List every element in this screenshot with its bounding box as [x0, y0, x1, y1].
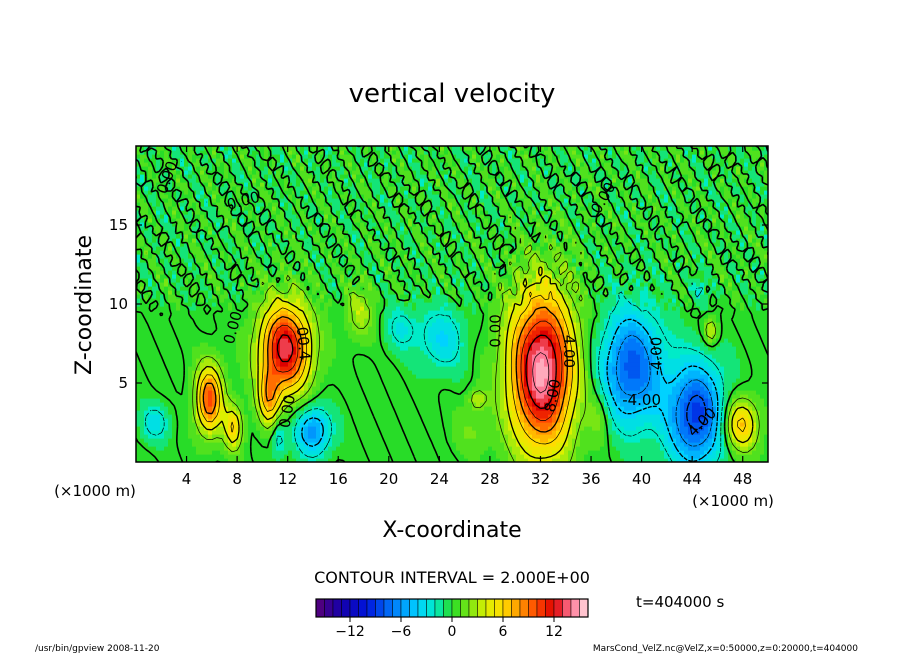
colorbar-swatch: [570, 598, 580, 618]
colorbar-tick-label: 12: [545, 624, 563, 640]
colorbar-swatch: [460, 598, 470, 618]
contour-label: -4.00: [622, 391, 661, 409]
colorbar-swatch: [332, 598, 342, 618]
contour-level-neg8: [686, 394, 707, 431]
colorbar-swatch: [494, 598, 504, 618]
contour-label: 0.00: [275, 393, 299, 429]
x-axis-ticks: 4 8 12 16 20 24 28 32 36 40 44 48: [182, 146, 752, 488]
x-unit-right-label: (×1000 m): [692, 492, 774, 510]
contour-level-neg6: [616, 334, 714, 447]
colorbar-swatch: [528, 598, 538, 618]
colorbar-swatch: [468, 598, 478, 618]
contour-level-4: [196, 266, 754, 459]
contour-level-10: [271, 320, 563, 421]
colorbar-swatch: [553, 598, 563, 618]
contour-level-6: [199, 291, 746, 445]
z-tick-label: 5: [118, 374, 128, 392]
colorbar-swatch: [366, 598, 376, 618]
colorbar-swatch: [511, 598, 521, 618]
colorbar-tick-label: −12: [335, 624, 365, 640]
x-tick-label: 4: [182, 470, 192, 488]
contour-level-2: [145, 146, 760, 462]
x-tick-label: 40: [632, 470, 651, 488]
colorbar-swatch: [400, 598, 410, 618]
chart-title: vertical velocity: [349, 79, 556, 109]
colorbar-swatch: [434, 598, 444, 618]
x-tick-label: 28: [480, 470, 499, 488]
contour-level-neg4: [301, 318, 719, 462]
colorbar-swatch: [545, 598, 555, 618]
z-axis-ticks: 5 10 15: [109, 216, 768, 392]
colorbar-swatch: [417, 598, 427, 618]
x-tick-label: 48: [733, 470, 752, 488]
contour-label: 00.4: [293, 326, 314, 361]
x-tick-label: 32: [531, 470, 550, 488]
colorbar-swatch: [324, 598, 334, 618]
colorbar-tick-label: 6: [499, 624, 508, 640]
footer-right: MarsCond_VelZ.nc@VelZ,x=0:50000,z=0:2000…: [593, 644, 858, 654]
colorbar-swatch: [375, 598, 385, 618]
z-axis-label: Z-coordinate: [72, 235, 97, 375]
colorbar-swatch: [426, 598, 436, 618]
contour-level-neg2: [144, 160, 724, 462]
colorbar-swatch: [383, 598, 393, 618]
colorbar-swatch: [502, 598, 512, 618]
colorbar-swatch: [392, 598, 402, 618]
x-tick-label: 8: [232, 470, 242, 488]
x-tick-label: 16: [329, 470, 348, 488]
z-tick-label: 10: [109, 295, 128, 313]
colorbar-swatch: [477, 598, 487, 618]
contour-label: 4.00: [560, 335, 578, 368]
x-axis-label: X-coordinate: [382, 518, 521, 543]
colorbar-swatch: [519, 598, 529, 618]
colorbar-swatch: [536, 598, 546, 618]
colorbar-tick-label: 0: [448, 624, 457, 640]
colorbar-swatch: [485, 598, 495, 618]
z-tick-label: 15: [109, 216, 128, 234]
time-text: t=404000 s: [636, 593, 724, 611]
colorbar-swatch: [341, 598, 351, 618]
x-tick-label: 12: [278, 470, 297, 488]
colorbar: [315, 598, 589, 618]
colorbar-swatch: [409, 598, 419, 618]
colorbar-swatch: [451, 598, 461, 618]
x-unit-left-label: (×1000 m): [54, 482, 136, 500]
x-tick-label: 44: [683, 470, 702, 488]
contour-label: -4.00: [647, 337, 665, 376]
contour-interval-text: CONTOUR INTERVAL = 2.000E+00: [314, 568, 590, 587]
contour-level-8: [202, 306, 568, 433]
x-tick-label: 20: [379, 470, 398, 488]
contour-label: 8.00: [541, 378, 565, 414]
x-tick-label: 36: [581, 470, 600, 488]
colorbar-swatch: [349, 598, 359, 618]
colorbar-ticks: −12 −6 0 6 12: [335, 617, 563, 640]
colorbar-swatch: [443, 598, 453, 618]
contour-level-12: [276, 334, 557, 410]
colorbar-swatch: [579, 598, 589, 618]
footer-left: /usr/bin/gpview 2008-11-20: [35, 644, 160, 654]
colorbar-swatch: [562, 598, 572, 618]
contour-label: 0.00: [487, 314, 505, 347]
colorbar-swatch: [315, 598, 325, 618]
x-tick-label: 24: [430, 470, 449, 488]
contour-level-14: [532, 352, 550, 394]
colorbar-swatch: [358, 598, 368, 618]
colorbar-tick-label: −6: [391, 624, 412, 640]
